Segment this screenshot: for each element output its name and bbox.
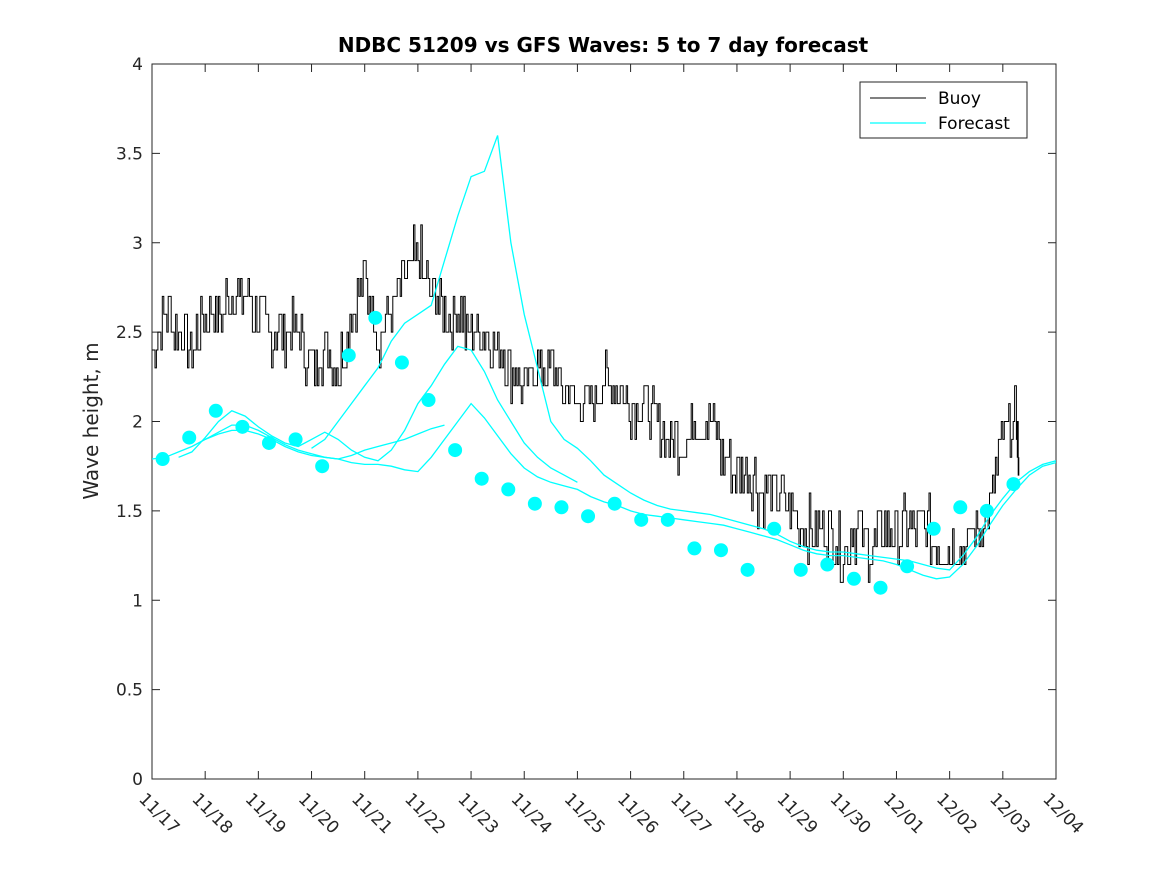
y-tick-label: 0.5 xyxy=(116,681,143,701)
forecast-marker xyxy=(846,571,861,586)
forecast-marker xyxy=(660,512,675,527)
forecast-series-line xyxy=(311,135,1056,571)
forecast-series-line xyxy=(204,402,1056,580)
forecast-marker xyxy=(820,557,835,572)
forecast-marker xyxy=(421,393,436,408)
forecast-marker xyxy=(581,509,596,524)
y-tick-label: 0 xyxy=(132,770,143,790)
forecast-marker xyxy=(261,435,276,450)
buoy-series-line xyxy=(152,224,1020,583)
forecast-series-line xyxy=(178,345,578,483)
forecast-marker xyxy=(288,432,303,447)
y-tick-label: 1.5 xyxy=(116,502,143,522)
forecast-marker xyxy=(634,512,649,527)
forecast-marker xyxy=(501,482,516,497)
y-tick-label: 3 xyxy=(132,234,143,254)
forecast-marker xyxy=(713,543,728,558)
forecast-marker xyxy=(368,310,383,325)
forecast-marker xyxy=(554,500,569,515)
forecast-marker xyxy=(793,562,808,577)
forecast-marker xyxy=(527,496,542,511)
forecast-marker xyxy=(182,430,197,445)
forecast-marker xyxy=(900,559,915,574)
forecast-marker xyxy=(235,419,250,434)
chart-title: NDBC 51209 vs GFS Waves: 5 to 7 day fore… xyxy=(338,33,869,57)
forecast-marker xyxy=(873,580,888,595)
y-tick-label: 4 xyxy=(132,55,143,75)
forecast-marker xyxy=(953,500,968,515)
legend: Buoy Forecast xyxy=(859,81,1028,139)
forecast-marker xyxy=(448,443,463,458)
y-tick-label: 2 xyxy=(132,413,143,433)
axes-frame xyxy=(151,63,1057,780)
y-tick-label: 1 xyxy=(132,591,143,611)
forecast-marker xyxy=(979,503,994,518)
forecast-marker xyxy=(1006,477,1021,492)
forecast-marker xyxy=(740,562,755,577)
legend-box xyxy=(859,81,1028,139)
forecast-marker xyxy=(926,521,941,536)
forecast-marker xyxy=(474,471,489,486)
forecast-marker xyxy=(208,403,223,418)
y-tick-label: 2.5 xyxy=(116,323,143,343)
forecast-marker xyxy=(394,355,409,370)
legend-forecast-label: Forecast xyxy=(938,114,1010,134)
forecast-marker xyxy=(687,541,702,556)
forecast-marker xyxy=(607,496,622,511)
forecast-marker xyxy=(315,459,330,474)
y-tick-label: 3.5 xyxy=(116,144,143,164)
forecast-marker xyxy=(767,521,782,536)
forecast-marker xyxy=(155,452,170,467)
forecast-marker xyxy=(341,348,356,363)
y-axis-label: Wave height, m xyxy=(79,342,103,499)
legend-buoy-label: Buoy xyxy=(938,89,981,109)
